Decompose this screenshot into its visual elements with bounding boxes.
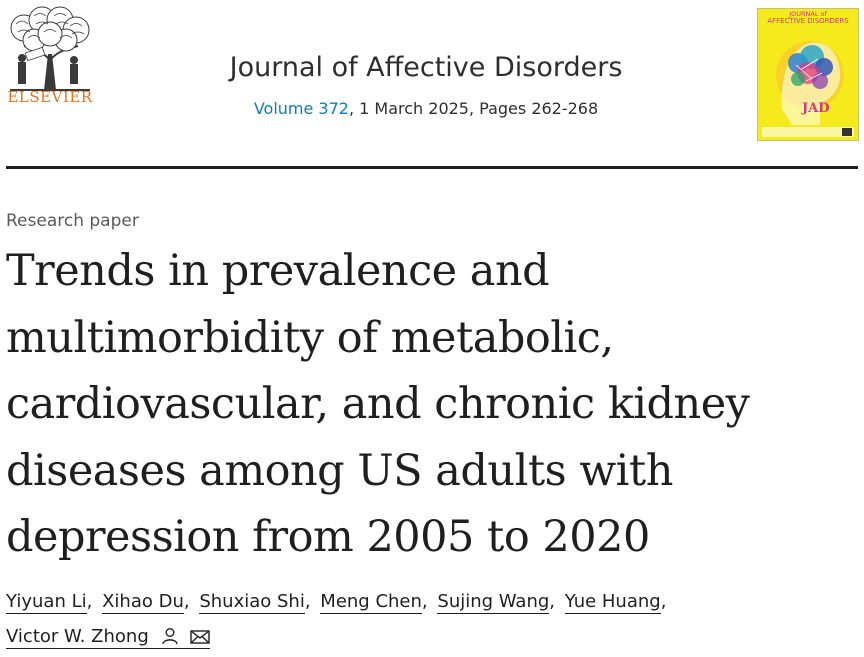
title-line: multimorbidity of metabolic, [6,312,614,363]
author-separator: , [549,591,556,612]
author-link[interactable]: Victor W. Zhong [6,626,149,647]
corresponding-author[interactable]: Victor W. Zhong [6,626,211,649]
author-link[interactable]: Yiyuan Li [6,591,87,614]
cover-artwork-icon [762,41,854,137]
article-title: Trends in prevalence and multimorbidity … [6,238,856,571]
author-separator: , [183,591,190,612]
cover-title-line2: AFFECTIVE DISORDERS [767,17,849,25]
article-type: Research paper [6,211,139,231]
article-header: ELSEVIER Journal of Affective Disorders … [0,0,864,168]
elsevier-logo[interactable] [4,6,96,116]
author-separator: , [421,591,428,612]
issue-line: Volume 372, 1 March 2025, Pages 262-268 [196,99,656,118]
author-separator: , [86,591,93,612]
header-divider [6,166,858,169]
journal-title[interactable]: Journal of Affective Disorders [229,52,623,83]
issue-info: , 1 March 2025, Pages 262-268 [348,99,599,118]
publisher-name: ELSEVIER [7,88,93,106]
cover-title-line1: JOURNAL of [789,10,827,18]
title-line: cardiovascular, and chronic kidney [6,379,750,429]
cover-title: JOURNAL of AFFECTIVE DISORDERS [758,11,858,25]
volume-link[interactable]: Volume 372 [253,99,349,118]
elsevier-tree-icon [10,6,90,91]
mail-icon[interactable] [190,622,210,657]
author-separator: , [660,591,667,612]
title-line: diseases among US adults with [6,445,673,496]
author-link[interactable]: Shuxiao Shi [199,591,305,614]
journal-cover-image[interactable]: JOURNAL of AFFECTIVE DISORDERS JAD [757,8,859,141]
author-separator: , [304,591,311,612]
title-line: Trends in prevalence and [6,246,550,296]
cover-badge: JAD [802,101,830,116]
title-line: depression from 2005 to 2020 [6,512,650,562]
author-link[interactable]: Sujing Wang [437,591,550,614]
author-link[interactable]: Yue Huang [564,591,661,614]
author-list: Yiyuan Li, Xihao Du, Shuxiao Shi, Meng C… [6,584,856,657]
author-link[interactable]: Xihao Du [102,591,184,614]
person-icon[interactable] [161,622,179,657]
author-link[interactable]: Meng Chen [320,591,422,614]
